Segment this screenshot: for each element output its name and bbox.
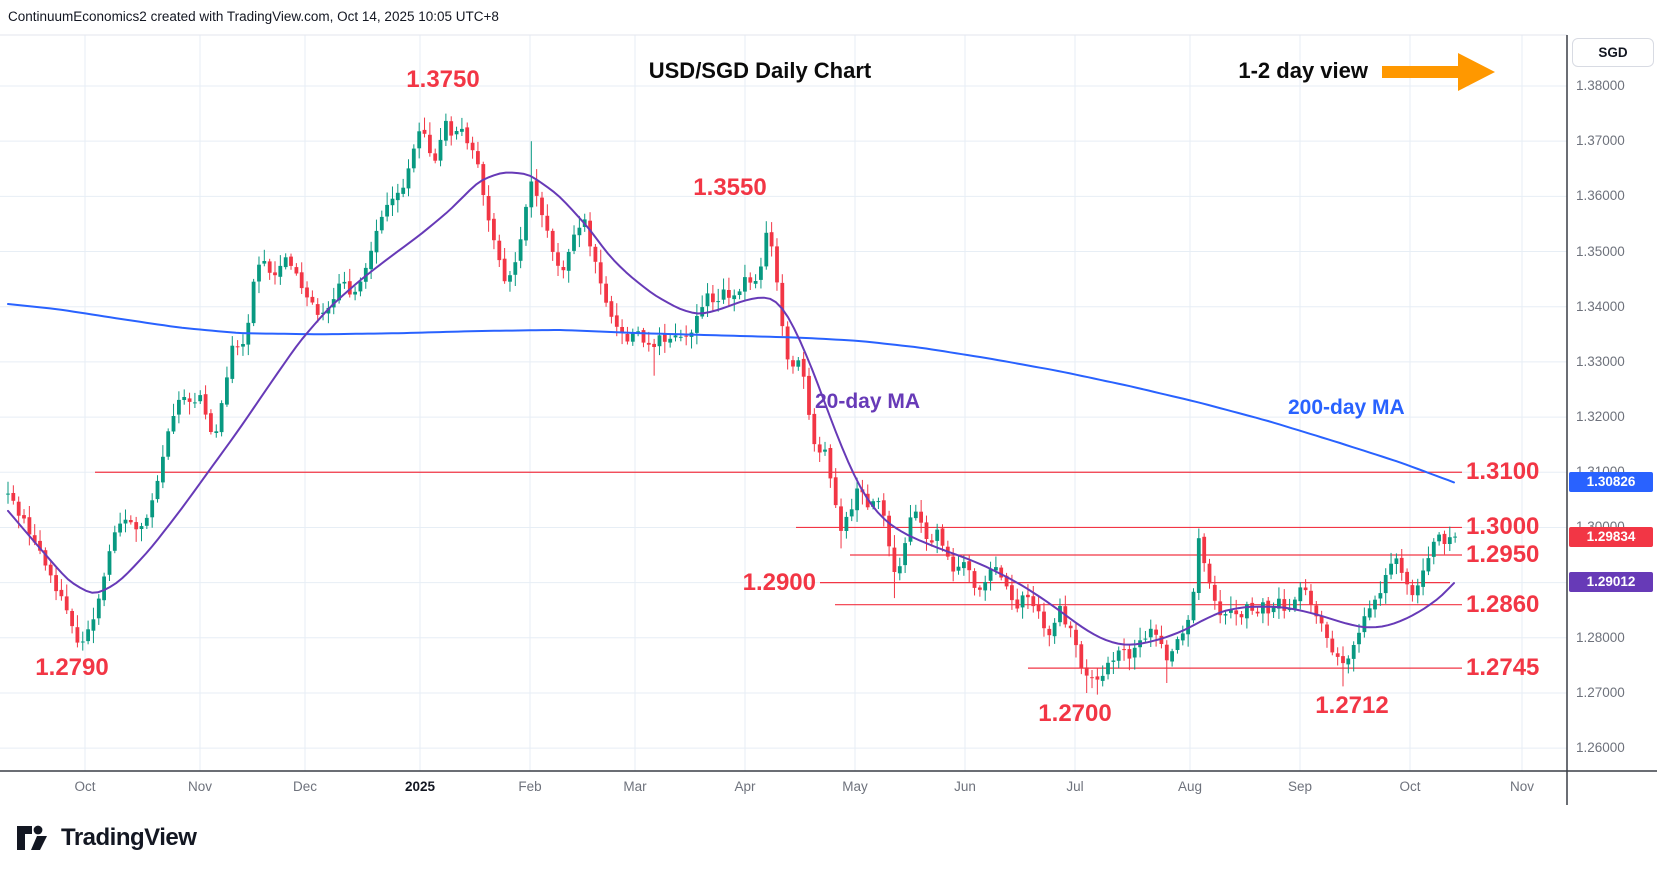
ma200-line <box>7 303 1455 484</box>
ma20-line <box>7 171 1455 646</box>
tradingview-logo[interactable]: TradingView <box>16 822 197 854</box>
orange-arrow-icon <box>1382 53 1495 91</box>
credit-line: ContinuumEconomics2 created with Trading… <box>8 9 499 24</box>
currency-axis-button[interactable]: SGD <box>1572 38 1654 67</box>
tradingview-logo-icon <box>17 825 47 850</box>
tradingview-logo-text: TradingView <box>61 824 197 851</box>
